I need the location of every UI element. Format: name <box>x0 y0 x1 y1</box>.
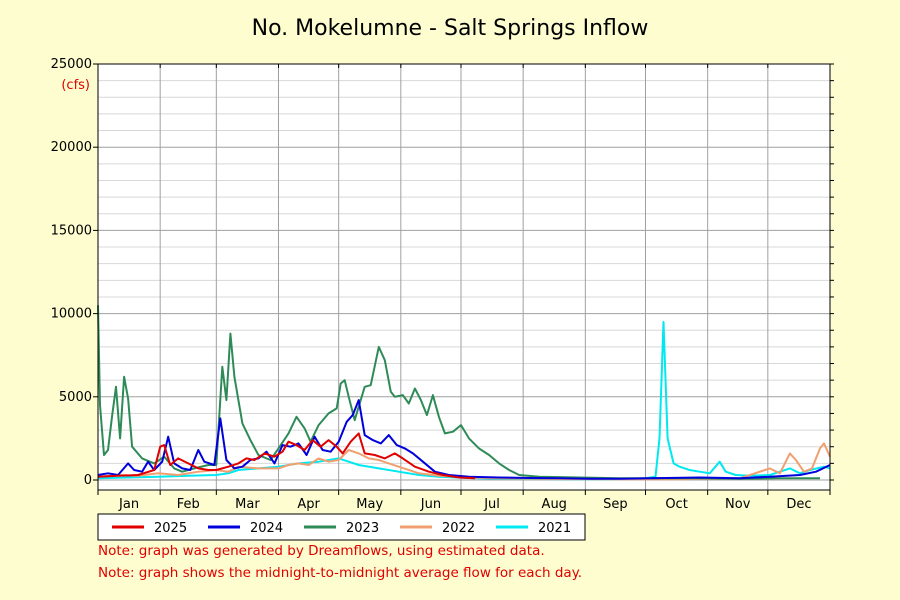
month-label-aug: Aug <box>542 497 567 512</box>
month-label-sep: Sep <box>603 497 628 512</box>
axes: 0 5000 10000 15000 20000 25000 Jan Feb Mar Apr May… <box>51 57 834 512</box>
month-label-mar: Mar <box>235 497 260 512</box>
month-label-jan: Jan <box>118 497 139 512</box>
month-label-apr: Apr <box>297 497 320 512</box>
plot-area <box>98 64 830 490</box>
month-label-jul: Jul <box>483 497 500 512</box>
month-label-nov: Nov <box>725 497 751 512</box>
series-line-2023 <box>97 305 820 480</box>
note-estimated: Note: graph was generated by Dreamflows,… <box>98 543 545 559</box>
legend-label-2023: 2023 <box>346 521 379 536</box>
legend: 2025 2024 2023 2022 2021 <box>97 513 586 541</box>
legend-label-2025: 2025 <box>154 521 187 536</box>
y-tick-label: 25000 <box>51 57 92 72</box>
month-label-feb: Feb <box>177 497 200 512</box>
plot-frame <box>97 63 831 491</box>
y-tick-label: 0 <box>84 473 92 488</box>
chart-title: No. Mokelumne - Salt Springs Inflow <box>252 16 649 41</box>
legend-label-2022: 2022 <box>442 521 475 536</box>
series-line-2024 <box>97 399 831 480</box>
y-tick-label: 20000 <box>51 140 92 155</box>
grid <box>98 63 830 490</box>
series-layer <box>97 305 831 481</box>
y-axis-unit: (cfs) <box>61 78 90 93</box>
y-tick-label: 15000 <box>51 223 92 238</box>
series-line-2022 <box>97 442 831 481</box>
legend-label-2021: 2021 <box>538 521 571 536</box>
note-average: Note: graph shows the midnight-to-midnig… <box>98 565 583 581</box>
legend-label-2024: 2024 <box>250 521 283 536</box>
month-label-may: May <box>356 497 383 512</box>
month-label-oct: Oct <box>665 497 687 512</box>
y-tick-label: 10000 <box>51 307 92 322</box>
month-label-jun: Jun <box>420 497 441 512</box>
y-tick-label: 5000 <box>59 390 92 405</box>
month-label-dec: Dec <box>786 497 811 512</box>
series-line-2025 <box>97 432 476 480</box>
